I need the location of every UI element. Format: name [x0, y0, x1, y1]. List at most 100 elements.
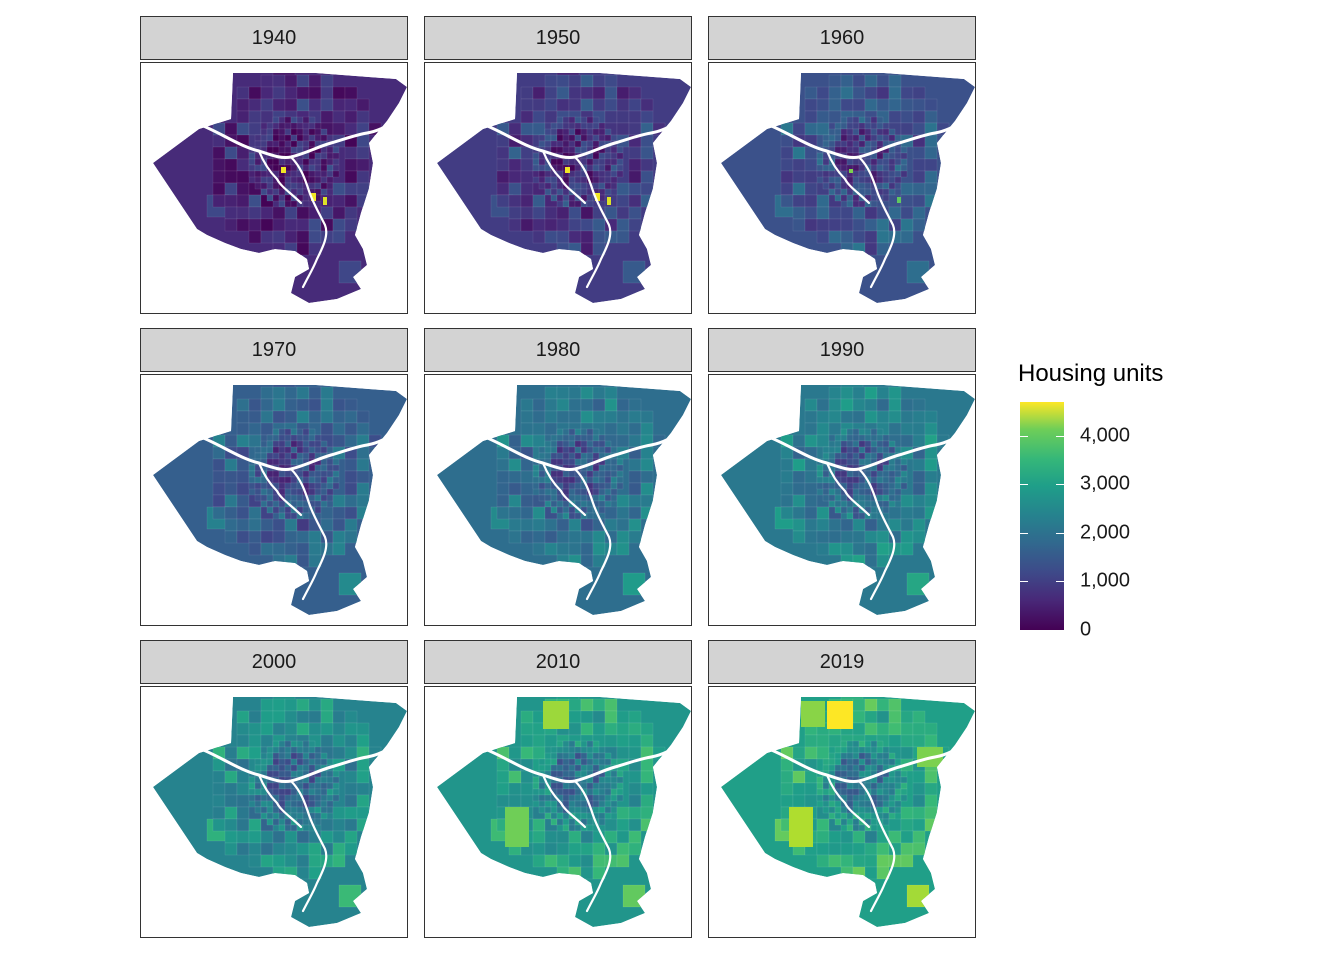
census-tract: [628, 494, 642, 508]
census-tract: [284, 482, 292, 490]
census-tract: [906, 884, 930, 908]
census-tract: [592, 764, 600, 772]
census-tract: [852, 818, 860, 826]
census-tract: [544, 806, 552, 814]
census-tract: [332, 494, 346, 508]
census-tract: [900, 434, 914, 448]
census-tract: [610, 134, 618, 142]
census-tract: [544, 386, 558, 400]
census-tract: [562, 188, 570, 196]
census-tract: [780, 182, 794, 196]
census-tract: [592, 776, 600, 784]
census-tract: [840, 476, 848, 484]
census-tract: [248, 818, 262, 832]
census-tract: [840, 494, 848, 502]
census-tract: [870, 818, 878, 826]
census-tract: [344, 530, 358, 544]
census-tract: [864, 542, 878, 556]
census-tract: [236, 182, 250, 196]
census-tract: [236, 146, 250, 160]
census-tract: [224, 830, 238, 844]
census-tract: [924, 170, 938, 184]
census-tract: [894, 446, 902, 454]
census-tract: [888, 494, 896, 502]
census-tract: [846, 794, 854, 802]
census-tract: [864, 434, 872, 442]
census-tract: [344, 86, 358, 100]
census-tract: [822, 488, 830, 496]
census-tract: [290, 758, 298, 766]
census-tract: [296, 218, 310, 232]
facet-panel-1970: 1970: [140, 328, 408, 626]
census-tract: [320, 830, 334, 844]
census-tract: [616, 776, 624, 784]
census-tract: [592, 698, 606, 712]
census-tract: [508, 746, 522, 760]
census-tract: [326, 770, 334, 778]
census-tract: [840, 146, 848, 154]
census-tract: [212, 794, 226, 808]
census-tract: [834, 806, 842, 814]
census-tract: [580, 386, 594, 400]
census-tract: [224, 146, 238, 160]
census-tract: [628, 470, 642, 484]
census-tract: [224, 482, 238, 496]
hot-tract: [311, 193, 316, 201]
census-tract: [888, 158, 896, 166]
census-tract: [592, 164, 600, 172]
census-tract: [912, 422, 926, 436]
census-tract: [846, 122, 854, 130]
census-tract: [284, 518, 298, 532]
census-tract: [840, 194, 848, 202]
census-tract: [834, 134, 842, 142]
census-tract: [882, 806, 890, 814]
census-tract: [894, 788, 902, 796]
census-tract: [816, 782, 824, 790]
census-tract: [296, 866, 310, 880]
census-tract: [520, 782, 534, 796]
census-tract: [278, 752, 286, 760]
census-tract: [314, 158, 322, 166]
census-tract: [586, 824, 594, 832]
census-tract: [296, 698, 310, 712]
census-tract: [598, 470, 606, 478]
census-tract: [828, 110, 842, 124]
census-tract: [254, 176, 262, 184]
census-tract: [272, 752, 280, 760]
census-tract: [864, 440, 872, 448]
census-tract: [822, 158, 830, 166]
census-tract: [894, 164, 902, 172]
census-tract: [248, 854, 262, 868]
census-tract: [840, 830, 854, 844]
census-tract: [586, 158, 594, 166]
census-tract: [858, 770, 866, 778]
census-tract: [924, 134, 938, 148]
census-tract: [332, 98, 346, 112]
census-tract: [900, 230, 914, 244]
census-tract: [248, 506, 262, 520]
census-tract: [780, 482, 794, 496]
census-tract: [804, 158, 818, 172]
census-tract: [556, 506, 564, 514]
census-tract: [574, 428, 582, 436]
census-tract: [828, 752, 836, 760]
census-tract: [314, 152, 322, 160]
census-tract: [792, 434, 806, 448]
census-tract: [302, 476, 310, 484]
census-tract: [822, 482, 830, 490]
census-tract: [508, 482, 522, 496]
census-tract: [640, 158, 654, 172]
census-tract: [604, 812, 612, 820]
census-tract: [236, 470, 250, 484]
census-tract: [248, 398, 262, 412]
census-tract: [556, 746, 564, 754]
census-tract: [900, 806, 914, 820]
census-tract: [532, 194, 546, 208]
census-tract: [308, 854, 322, 868]
census-tract: [260, 794, 268, 802]
census-tract: [804, 794, 818, 808]
census-tract: [894, 458, 902, 466]
census-tract: [852, 800, 860, 808]
census-tract: [550, 440, 558, 448]
facet-map: [424, 62, 692, 314]
